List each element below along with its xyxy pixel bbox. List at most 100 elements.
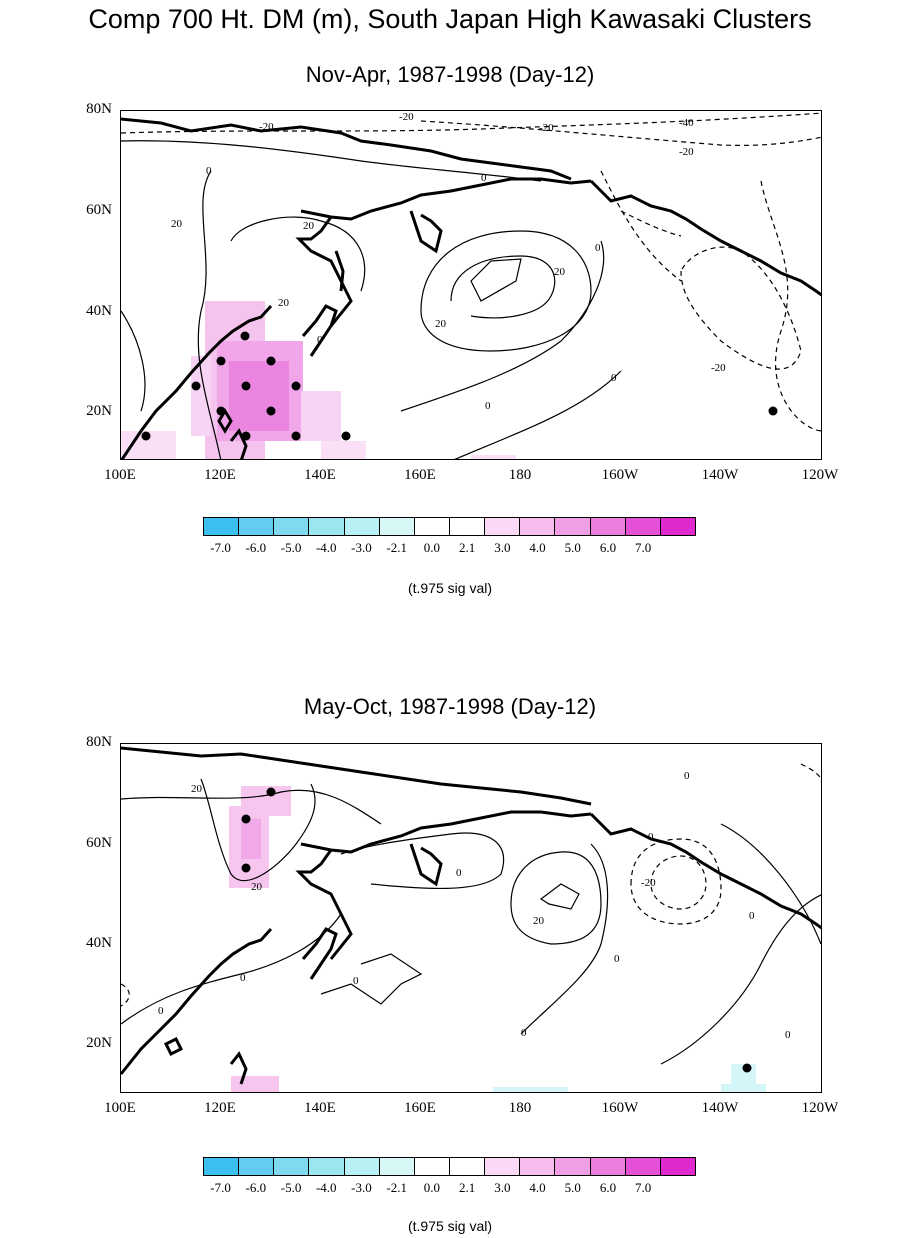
sig-cell bbox=[229, 361, 289, 431]
contour-label: 20 bbox=[278, 297, 290, 309]
contour-label: -40 bbox=[679, 117, 694, 129]
colorbar-tick-label: 0.0 bbox=[423, 1180, 441, 1195]
contour-line bbox=[760, 180, 821, 432]
sig-dot bbox=[291, 381, 301, 391]
contour-line bbox=[600, 170, 682, 282]
contour-label: 0 bbox=[684, 770, 690, 782]
coastline-sakhalin bbox=[334, 250, 345, 292]
colorbar-tick-label: -4.0 bbox=[315, 540, 337, 555]
colorbar-swatch bbox=[625, 518, 661, 535]
colorbar-tick-label: -5.0 bbox=[280, 1180, 302, 1195]
contour-label: 0 bbox=[240, 972, 246, 984]
contour-label: 0 bbox=[317, 334, 323, 346]
contour-line bbox=[620, 210, 682, 237]
contour-label: 0 bbox=[353, 975, 359, 987]
lon-label-160e: 160E bbox=[404, 467, 436, 483]
sig-dot bbox=[241, 381, 251, 391]
colorbar-swatch bbox=[344, 518, 380, 535]
sig-dot bbox=[768, 406, 778, 416]
contour-label: 0 bbox=[456, 867, 462, 879]
colorbar-swatch bbox=[520, 1158, 556, 1175]
sig-cell bbox=[493, 1087, 568, 1092]
contour-label: -20 bbox=[679, 146, 694, 158]
lon-label-100e: 100E bbox=[104, 1100, 136, 1116]
colorbar-tick-label: 3.0 bbox=[494, 1180, 511, 1195]
colorbar-tick-label: -2.1 bbox=[386, 1180, 407, 1195]
lon-label-140w: 140W bbox=[701, 467, 739, 483]
colorbar-swatch bbox=[520, 518, 556, 535]
colorbar-tick-label: 2.1 bbox=[458, 540, 476, 555]
sig-dot bbox=[291, 431, 301, 441]
lon-label-120w: 120W bbox=[801, 467, 839, 483]
map-frame: 20 20 0 0 0 0 20 0 -20 0 0 0 0 0 bbox=[120, 743, 822, 1093]
colorbar-tick-label: -3.0 bbox=[351, 1180, 372, 1195]
colorbar-swatch bbox=[309, 518, 345, 535]
contour-line bbox=[230, 216, 366, 292]
contour-label: 0 bbox=[595, 242, 601, 254]
contour-line bbox=[121, 140, 542, 182]
contour-label: 0 bbox=[648, 831, 654, 843]
contour-label: 0 bbox=[521, 1027, 527, 1039]
contour-line bbox=[420, 120, 821, 146]
sig-dot bbox=[216, 356, 226, 366]
contour-line bbox=[320, 953, 423, 1005]
lon-label-140w: 140W bbox=[701, 1100, 739, 1116]
contour-label: -20 bbox=[711, 362, 726, 374]
contour-line bbox=[650, 855, 707, 910]
colorbar-swatch bbox=[379, 1158, 415, 1175]
contour-line bbox=[200, 778, 316, 882]
contour-line bbox=[630, 838, 722, 925]
contour-label: 20 bbox=[191, 783, 203, 795]
coastline-siberia-east bbox=[300, 810, 592, 854]
lon-label-180: 180 bbox=[508, 467, 532, 483]
coastline-arctic bbox=[121, 117, 572, 181]
coastline-east-asia bbox=[121, 304, 273, 459]
contour-line bbox=[520, 843, 609, 1035]
colorbar-tick-label: 5.0 bbox=[564, 1180, 581, 1195]
colorbar-swatch bbox=[625, 1158, 661, 1175]
contour-line bbox=[450, 255, 556, 319]
significance-shading bbox=[121, 301, 516, 459]
coastline-japan bbox=[301, 304, 338, 357]
colorbar-tick-label: 6.0 bbox=[599, 1180, 617, 1195]
colorbar-tick-label: -6.0 bbox=[245, 1180, 267, 1195]
colorbar-swatch bbox=[204, 518, 240, 535]
colorbar-tick-label: -2.1 bbox=[386, 540, 407, 555]
lon-label-120e: 120E bbox=[204, 467, 236, 483]
colorbar-tick-label: -7.0 bbox=[210, 1180, 231, 1195]
coastline-kamchatka bbox=[409, 210, 443, 254]
colorbar-swatch bbox=[590, 518, 626, 535]
lat-label-40n: 40N bbox=[86, 303, 112, 319]
contour-label: 20 bbox=[303, 220, 315, 232]
map-frame: -20 -20 -20 -40 -20 0 20 20 20 0 20 20 0… bbox=[120, 110, 822, 460]
contour-label: 0 bbox=[485, 400, 491, 412]
sig-dot bbox=[266, 356, 276, 366]
colorbar-swatch bbox=[590, 1158, 626, 1175]
lon-label-140e: 140E bbox=[304, 467, 336, 483]
colorbar-swatch bbox=[274, 1158, 310, 1175]
contour-label: 0 bbox=[785, 1029, 791, 1041]
contour-line bbox=[340, 832, 505, 890]
significance-shading bbox=[229, 786, 766, 1092]
contour-line bbox=[470, 258, 522, 302]
coastline-east-asia bbox=[121, 927, 273, 1075]
sig-dot bbox=[141, 431, 151, 441]
contour-label: 0 bbox=[206, 165, 212, 177]
colorbar-tick-label: -3.0 bbox=[351, 540, 372, 555]
coastline-philippines bbox=[229, 1051, 248, 1085]
main-title: Comp 700 Ht. DM (m), South Japan High Ka… bbox=[88, 4, 812, 34]
sig-cell bbox=[301, 391, 341, 441]
colorbar-tick-label: 4.0 bbox=[529, 1180, 546, 1195]
colorbar-swatch bbox=[414, 1158, 450, 1175]
colorbar-swatch bbox=[555, 518, 591, 535]
map-plot-may-oct: 20 20 0 0 0 0 20 0 -20 0 0 0 0 0 bbox=[121, 746, 821, 1092]
sig-cell bbox=[471, 455, 516, 459]
contour-label: 20 bbox=[251, 881, 263, 893]
lat-label-80n: 80N bbox=[86, 734, 112, 750]
sig-cell bbox=[241, 819, 261, 859]
sig-cell bbox=[191, 356, 211, 436]
colorbar-swatch bbox=[449, 1158, 486, 1175]
sig-cell bbox=[321, 441, 366, 459]
contour-label: 0 bbox=[611, 372, 617, 384]
contour-label: -20 bbox=[259, 121, 274, 133]
